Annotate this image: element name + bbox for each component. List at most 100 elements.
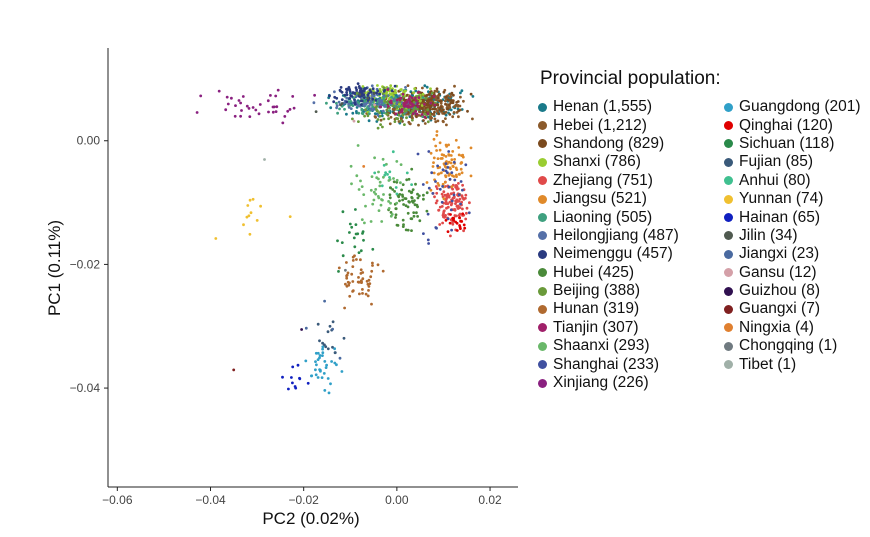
legend-label: Shanxi (786) (553, 153, 641, 171)
data-point (298, 376, 301, 380)
data-point (338, 107, 341, 111)
data-point (448, 177, 452, 181)
data-point (421, 98, 425, 102)
data-point (387, 109, 391, 113)
x-tick-label: −0.04 (195, 493, 226, 507)
data-point (344, 282, 347, 286)
data-point (369, 188, 373, 192)
data-point (405, 101, 409, 104)
data-point (283, 115, 287, 118)
data-point (267, 110, 270, 114)
data-point (318, 339, 321, 343)
legend-label: Gansu (12) (739, 263, 817, 281)
data-point (459, 162, 463, 165)
data-point (353, 98, 356, 102)
data-point (433, 117, 437, 121)
data-point (427, 150, 431, 153)
data-point (388, 122, 392, 126)
data-point (248, 232, 252, 236)
data-point (435, 199, 439, 203)
data-point (370, 302, 373, 306)
data-point (452, 160, 456, 164)
data-point (288, 108, 292, 111)
data-point (410, 167, 414, 171)
data-point (438, 99, 442, 103)
data-point (351, 104, 355, 107)
data-point (439, 105, 443, 109)
data-point (457, 115, 460, 119)
data-point (384, 171, 387, 175)
data-point (349, 100, 353, 103)
data-point (271, 110, 275, 114)
data-point (377, 170, 380, 174)
data-point (434, 180, 437, 183)
data-point (343, 306, 346, 310)
legend-item: Shaanxi (293) (538, 337, 724, 355)
data-point (383, 99, 387, 103)
data-point (361, 112, 365, 116)
data-point (355, 88, 358, 92)
data-point (370, 269, 374, 273)
data-point (366, 114, 370, 118)
legend-marker (724, 194, 733, 204)
data-point (433, 195, 436, 199)
data-point (393, 120, 397, 123)
data-point (438, 148, 442, 152)
data-point (381, 125, 384, 129)
data-point (366, 99, 370, 102)
data-point (369, 275, 373, 279)
data-point (258, 103, 262, 106)
data-point (403, 90, 406, 93)
data-point (388, 176, 391, 179)
data-point (373, 171, 377, 175)
data-point (381, 269, 385, 273)
data-point (358, 89, 362, 93)
data-point (402, 102, 406, 105)
data-point (426, 112, 430, 116)
data-point (254, 108, 258, 112)
data-point (361, 288, 364, 291)
data-point (438, 205, 442, 209)
legend-label: Guangxi (7) (739, 300, 820, 318)
data-point (350, 225, 354, 229)
data-point (450, 91, 454, 95)
data-point (337, 266, 341, 270)
data-point (398, 94, 401, 98)
legend-item: Jiangsu (521) (538, 190, 724, 208)
data-point (399, 181, 402, 185)
legend-label: Guangdong (201) (739, 98, 861, 116)
data-point (442, 153, 446, 157)
legend-marker (724, 360, 733, 370)
data-point (438, 108, 442, 111)
data-point (403, 197, 407, 200)
data-point (434, 98, 438, 102)
data-point (359, 179, 362, 183)
data-point (428, 107, 432, 111)
data-point (376, 113, 380, 117)
data-point (441, 182, 445, 186)
data-point (367, 285, 371, 288)
legend-label: Beijing (388) (553, 282, 641, 300)
data-point (346, 271, 350, 275)
data-point (347, 106, 351, 109)
data-point (360, 99, 364, 103)
data-point (399, 119, 403, 123)
data-point (388, 170, 392, 174)
data-point (370, 175, 374, 179)
data-point (340, 90, 344, 94)
data-point (432, 156, 436, 160)
data-point (330, 360, 333, 363)
data-point (379, 203, 383, 207)
data-point (413, 87, 417, 91)
data-point (399, 116, 403, 120)
data-point (437, 208, 441, 212)
data-point (324, 345, 328, 349)
data-point (306, 381, 310, 385)
data-point (240, 109, 243, 112)
data-point (345, 96, 349, 100)
data-point (314, 373, 318, 377)
data-point (457, 153, 461, 157)
data-point (385, 108, 389, 112)
data-point (376, 84, 379, 87)
legend-label: Sichuan (118) (739, 134, 835, 152)
